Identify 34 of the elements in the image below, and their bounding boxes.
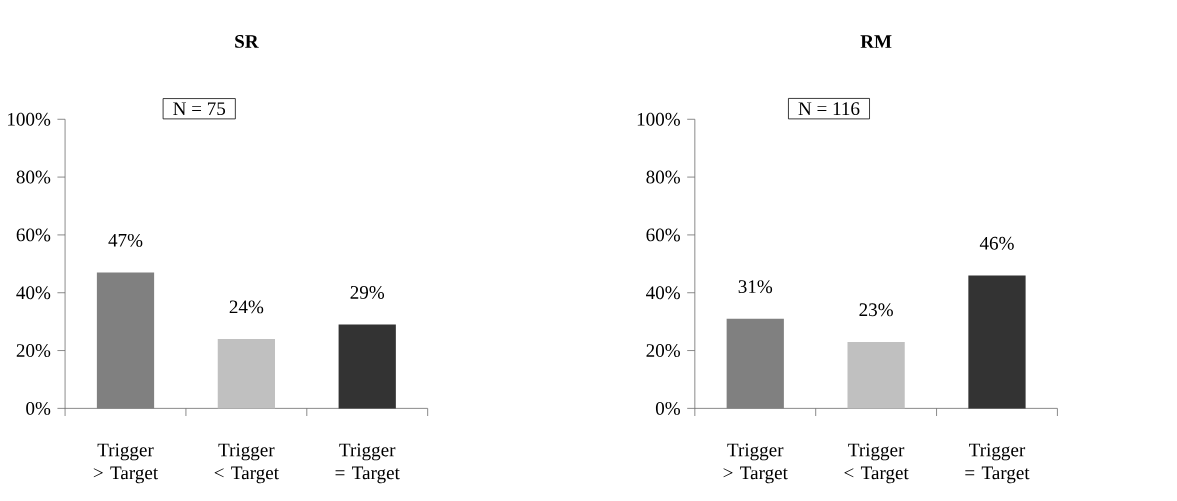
x-tick-label: Trigger = Target xyxy=(335,443,400,484)
bar xyxy=(96,272,155,409)
data-label: 31% xyxy=(738,280,773,294)
y-tick-label: 60% xyxy=(16,228,51,242)
text: N = 116 xyxy=(798,102,860,116)
chart-title: RM xyxy=(860,35,892,48)
x-tick-label: Trigger < Target xyxy=(214,443,279,484)
y-tick-label: 0% xyxy=(655,401,680,415)
x-tick-label: Trigger < Target xyxy=(844,443,909,484)
y-tick-label: 40% xyxy=(16,286,51,300)
y-tick-label: 80% xyxy=(16,170,51,184)
x-tick-label: Trigger > Target xyxy=(723,443,788,484)
bar xyxy=(338,324,396,409)
y-tick-label: 20% xyxy=(16,344,51,358)
bar xyxy=(726,318,784,409)
y-tick-label: 100% xyxy=(8,112,51,126)
chart-title: SR xyxy=(235,35,259,48)
y-tick-label: 100% xyxy=(637,112,680,126)
data-label: 46% xyxy=(979,236,1014,250)
x-tick-label: Trigger = Target xyxy=(965,443,1030,484)
y-tick-label: 0% xyxy=(26,401,51,415)
data-label: 24% xyxy=(229,300,264,314)
data-label: 29% xyxy=(350,285,385,299)
x-tick-label: Trigger > Target xyxy=(93,443,159,484)
y-tick-label: 60% xyxy=(646,228,680,242)
bar xyxy=(847,341,905,409)
y-tick-label: 20% xyxy=(646,344,680,358)
y-tick-label: 40% xyxy=(646,286,680,300)
bar xyxy=(968,275,1026,409)
y-tick-label: 80% xyxy=(646,170,680,184)
data-label: 23% xyxy=(859,303,893,317)
text: N = 75 xyxy=(173,102,226,116)
bar xyxy=(217,339,275,409)
data-label: 47% xyxy=(108,233,143,247)
